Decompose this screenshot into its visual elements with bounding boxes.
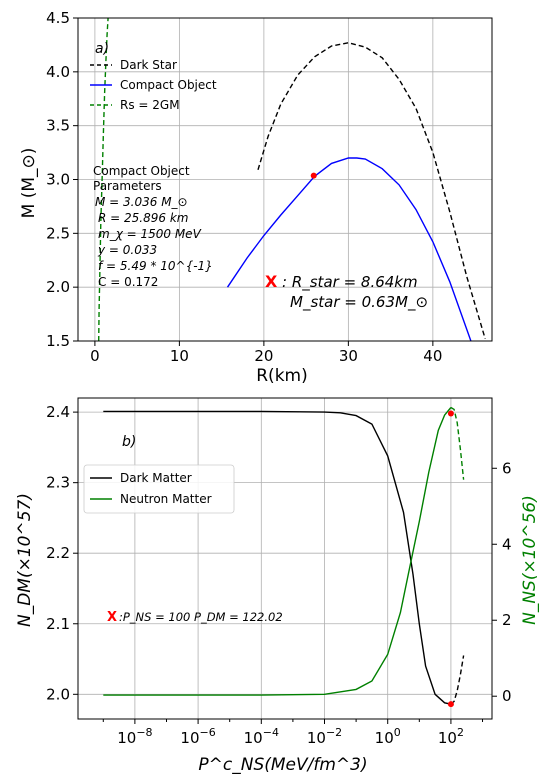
x-tick-label: 10 [170,347,189,365]
legend-label-dark-matter: Dark Matter [120,471,192,485]
x-tick-label: 10−6 [180,726,215,747]
panel-a-legend: Dark Star Compact Object Rs = 2GM [90,58,217,112]
series-line-neutron-matter [103,407,452,696]
y-left-tick-label: 2.4 [46,403,70,421]
x-tick-label: 10−4 [244,726,279,747]
x-tick-label: 30 [339,347,358,365]
panel-a-ticks: 0 10 20 30 40 1.5 2.0 2.5 3.0 3.5 4.0 4.5 [46,9,442,365]
panel-b-xlabel: P^c_NS(MeV/fm^3) [198,755,367,775]
params-mass: M = 3.036 M_⊙ [95,195,188,209]
panel-a-series [98,18,486,341]
y-left-tick-label: 2.3 [46,474,70,492]
legend-box [83,464,235,514]
x-tick-label: 102 [438,726,464,747]
x-tick-label: 10−8 [117,726,152,747]
params-title-line2: Parameters [93,179,162,193]
y-right-tick-label: 2 [502,611,512,629]
y-tick-label: 4.0 [46,63,70,81]
x-tick-label: 100 [375,726,401,747]
critical-point-marker [447,410,454,417]
panel-a-parameters: Compact Object Parameters M = 3.036 M_⊙ … [93,164,213,289]
panel-b: 10−8 10−6 10−4 10−2 100 102 2.0 2.1 2.2 2.3 2.4 0 2 4… [15,397,540,775]
x-tick-label: 20 [254,347,273,365]
panel-a-star-annotation: X : R_star = 8.64km M_star = 0.63M_⊙ [265,272,428,312]
params-compactness: C = 0.172 [98,275,158,289]
y-left-tick-label: 2.0 [46,685,70,703]
x-tick-label: 40 [423,347,442,365]
y-tick-label: 1.5 [46,332,70,350]
star-x-marker: X [265,272,278,291]
legend-label-compact-object: Compact Object [120,78,217,92]
panel-a: 0 10 20 30 40 1.5 2.0 2.5 3.0 3.5 4.0 4.5 a) Dark S… [19,9,493,386]
y-right-tick-label: 6 [502,459,512,477]
panel-b-grid [78,398,492,719]
y-tick-label: 3.0 [46,171,70,189]
y-right-tick-label: 4 [502,535,512,553]
star-mass-annotation: M_star = 0.63M_⊙ [290,293,428,312]
y-tick-label: 3.5 [46,117,70,135]
panel-b-legend: Dark Matter Neutron Matter [83,464,235,514]
panel-b-series [103,406,465,708]
pressure-annotation-text: :P_NS = 100 P_DM = 122.02 [119,610,283,624]
y-left-tick-label: 2.1 [46,615,70,633]
panel-a-label: a) [95,41,109,57]
params-mchi: m_χ = 1500 MeV [98,227,202,241]
panel-b-ylabel-right: N_NS(×10^56) [520,495,540,625]
legend-label-dark-star: Dark Star [120,58,177,72]
panel-b-pressure-annotation: X :P_NS = 100 P_DM = 122.02 [107,610,283,625]
params-radius: R = 25.896 km [98,211,188,225]
legend-label-neutron-matter: Neutron Matter [120,492,212,506]
panel-b-frame [77,397,493,720]
series-line-dark-star [257,42,486,339]
panel-b-ylabel-left: N_DM(×10^57) [15,493,35,627]
panel-b-ticks: 10−8 10−6 10−4 10−2 100 102 2.0 2.1 2.2 2.3 2.4 0 2 4… [46,403,511,747]
series-line-neutron-matter-unstable-branch- [450,406,465,480]
series-line-compact-object [226,157,472,341]
series-line-dark-matter-unstable-branch- [450,655,465,705]
panel-a-ylabel: M (M_⊙) [19,148,39,219]
compact-object-marker [310,172,317,179]
panel-a-xlabel: R(km) [256,366,307,386]
y-left-tick-label: 2.2 [46,544,70,562]
params-y: y = 0.033 [97,243,157,257]
series-line-dark-matter [103,410,452,705]
x-tick-label: 10−2 [307,726,342,747]
y-tick-label: 2.5 [46,224,70,242]
x-tick-label: 0 [90,347,100,365]
y-tick-label: 4.5 [46,9,70,27]
y-tick-label: 2.0 [46,278,70,296]
pressure-x-marker: X [107,610,117,625]
params-title-line1: Compact Object [93,164,190,178]
legend-label-rs: Rs = 2GM [120,98,180,112]
params-f: f = 5.49 * 10^{-1} [98,259,213,273]
y-right-tick-label: 0 [502,687,512,705]
panel-b-label: b) [122,434,136,450]
star-radius-annotation: : R_star = 8.64km [282,273,418,292]
critical-point-marker [447,701,454,708]
